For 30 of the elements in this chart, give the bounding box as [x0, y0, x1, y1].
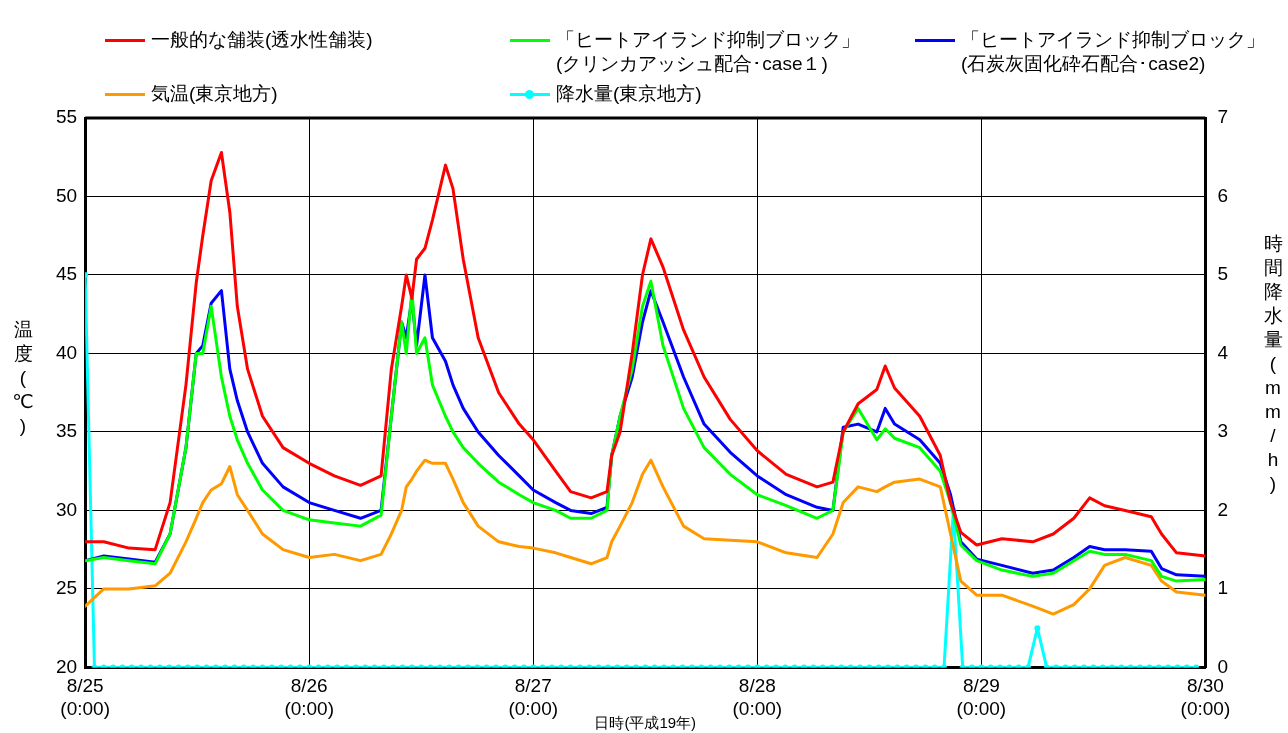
legend-label: 気温(東京地方)	[151, 82, 278, 106]
y-tick-label: 30	[55, 498, 78, 520]
x-tick-label: 8/29 (0:00)	[956, 675, 1007, 719]
x-tick-label: 8/25 (0:00)	[60, 675, 110, 719]
y-axis-title: 温度(℃)	[12, 318, 34, 438]
y-tick-label: 45	[55, 263, 78, 285]
y2-tick-label: 1	[1217, 577, 1229, 599]
legend-label: 一般的な舗装(透水性舗装)	[151, 28, 373, 52]
y-tick-label: 20	[55, 655, 78, 677]
y2-tick-label: 5	[1217, 263, 1229, 285]
y-tick-label: 55	[55, 106, 78, 128]
y-tick-label: 35	[55, 420, 78, 442]
x-tick-label: 8/28 (0:00)	[732, 675, 783, 719]
y2-tick-label: 6	[1217, 184, 1229, 206]
text: 時間降水量(mm/h)	[1263, 233, 1283, 494]
legend-label: 「ヒートアイランド抑制ブロック」 (石炭灰固化砕石配合･case2)	[961, 28, 1265, 76]
x-tick-label: 8/27 (0:00)	[508, 675, 559, 719]
y2-tick-label: 7	[1217, 106, 1229, 128]
legend-label: 降水量(東京地方)	[556, 82, 702, 106]
y-tick-label: 40	[55, 341, 78, 363]
x-tick-label: 8/26 (0:00)	[284, 675, 335, 719]
x-tick-label: 8/30 (0:00)	[1180, 675, 1231, 719]
y2-tick-label: 3	[1217, 420, 1229, 442]
y2-tick-label: 2	[1217, 498, 1229, 520]
legend-label: 「ヒートアイランド抑制ブロック」 (クリンカアッシュ配合･case１)	[556, 28, 860, 76]
y2-tick-label: 4	[1217, 341, 1229, 363]
y2-tick-label: 0	[1217, 655, 1229, 677]
x-axis-title: 日時(平成19年)	[594, 714, 697, 732]
y-tick-label: 50	[55, 184, 78, 206]
y-tick-label: 25	[55, 577, 78, 599]
